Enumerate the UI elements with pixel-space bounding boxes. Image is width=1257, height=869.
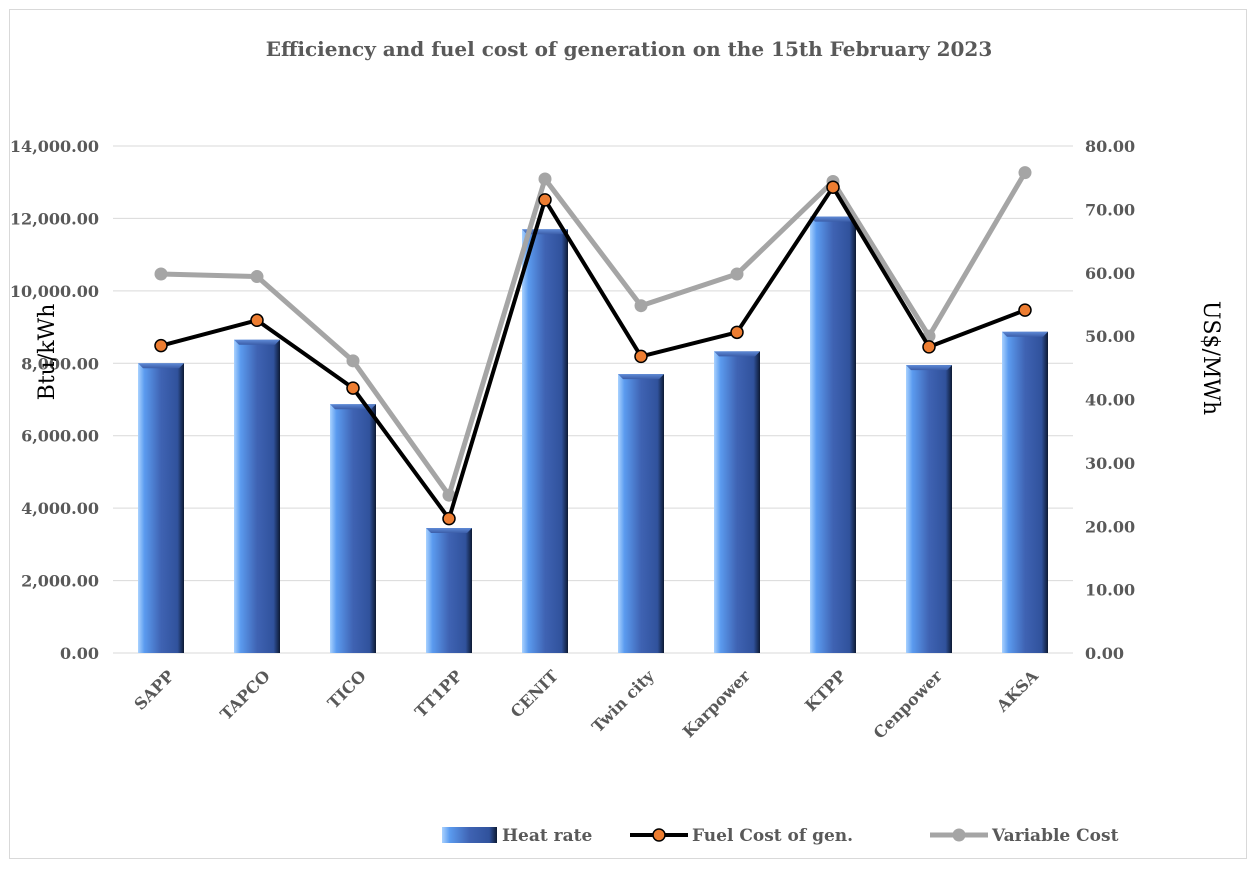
left-tick-label: 2,000.00 <box>21 572 99 591</box>
chart-title: Efficiency and fuel cost of generation o… <box>266 37 993 61</box>
category-label: Cenpower <box>870 666 947 743</box>
legend-heat-rate-swatch <box>442 827 497 843</box>
heat-rate-bar-body <box>138 363 184 653</box>
category-labels: SAPP TAPCO TICO TT1PP CENIT Twin city Karpower… <box>130 666 1042 743</box>
heat-rate-bar-bevel <box>906 365 952 371</box>
fuel-cost-point <box>154 338 168 353</box>
left-tick-label: 6,000.00 <box>21 427 99 446</box>
fuel-cost-point <box>250 313 264 328</box>
right-tick-label: 60.00 <box>1085 264 1135 283</box>
right-axis-ticks: 0.00 10.00 20.00 30.00 40.00 50.00 60.00 70.00 8… <box>1085 137 1135 663</box>
heat-rate-bar-body <box>330 404 376 653</box>
right-tick-label: 10.00 <box>1085 581 1135 600</box>
variable-cost-point <box>730 267 744 281</box>
heat-rate-bar-body <box>522 229 568 654</box>
category-label: KTPP <box>801 666 850 715</box>
heat-rate-bar-bevel <box>618 374 664 380</box>
heat-rate-bar <box>714 351 760 653</box>
heat-rate-bar-body <box>618 374 664 653</box>
left-tick-label: 12,000.00 <box>10 209 99 228</box>
right-axis-title: US$/MWh <box>1198 301 1223 415</box>
heat-rate-bar <box>426 528 472 653</box>
fuel-cost-point <box>442 511 456 526</box>
heat-rate-bar <box>522 229 568 654</box>
variable-cost-point <box>634 299 648 313</box>
variable-cost-point <box>346 354 360 368</box>
category-label: TT1PP <box>411 666 466 721</box>
fuel-cost-line <box>160 185 1026 521</box>
left-tick-label: 8,000.00 <box>21 354 99 373</box>
left-tick-label: 14,000.00 <box>10 137 99 156</box>
category-label: CENIT <box>507 666 562 721</box>
heat-rate-bar-body <box>234 339 280 653</box>
category-label: TAPCO <box>216 666 273 723</box>
heat-rate-bar <box>810 216 856 653</box>
heat-rate-bar-bevel <box>138 363 184 369</box>
right-tick-label: 20.00 <box>1085 517 1135 536</box>
legend-fuel-cost-marker <box>652 828 666 842</box>
category-label: Karpower <box>679 666 754 741</box>
left-tick-label: 0.00 <box>60 644 99 663</box>
chart-area: Efficiency and fuel cost of generation o… <box>9 9 1247 859</box>
left-axis-title: Btu/kWh <box>35 304 60 401</box>
heat-rate-bar-bevel <box>810 216 856 222</box>
heat-rate-bar-bevel <box>234 339 280 345</box>
chart-canvas: Efficiency and fuel cost of generation o… <box>10 37 1223 846</box>
heat-rate-bar <box>138 363 184 653</box>
heat-rate-bar <box>234 339 280 653</box>
heat-rate-bars <box>138 216 1048 654</box>
heat-rate-bar-body <box>906 365 952 653</box>
fuel-cost-point <box>826 180 840 194</box>
left-tick-label: 4,000.00 <box>21 499 99 518</box>
variable-cost-line <box>160 171 1028 498</box>
category-label: Twin city <box>588 666 658 736</box>
heat-rate-bar <box>1002 331 1048 653</box>
heat-rate-bar-bevel <box>1002 331 1048 337</box>
heat-rate-bar <box>330 404 376 653</box>
left-axis-ticks: 0.00 2,000.00 4,000.00 6,000.00 8,000.00 10,0… <box>10 137 99 663</box>
category-label: AKSA <box>992 666 1042 716</box>
heat-rate-bar-bevel <box>426 528 472 534</box>
fuel-cost-point <box>346 381 360 395</box>
fuel-cost-point <box>730 325 744 340</box>
left-tick-label: 10,000.00 <box>10 282 99 301</box>
variable-cost-point <box>1018 166 1032 180</box>
heat-rate-bar <box>618 374 664 653</box>
variable-cost-point <box>250 270 264 284</box>
heat-rate-bar-body <box>426 528 472 653</box>
legend-fuel-cost-label: Fuel Cost of gen. <box>692 826 853 846</box>
right-tick-label: 0.00 <box>1085 644 1124 663</box>
fuel-cost-point <box>1018 303 1032 317</box>
heat-rate-bar-body <box>810 216 856 653</box>
cost-lines <box>154 166 1032 526</box>
heat-rate-bar-body <box>1002 331 1048 653</box>
variable-cost-point <box>538 172 552 186</box>
legend-variable-cost-label: Variable Cost <box>991 826 1119 846</box>
variable-cost-point <box>154 267 168 281</box>
heat-rate-bar-body <box>714 351 760 653</box>
fuel-cost-point <box>634 349 648 364</box>
right-tick-label: 80.00 <box>1085 137 1135 156</box>
heat-rate-bar <box>906 365 952 653</box>
fuel-cost-point <box>538 193 552 207</box>
category-label: SAPP <box>130 666 177 713</box>
category-label: TICO <box>324 666 370 712</box>
legend-heat-rate-label: Heat rate <box>502 826 592 846</box>
legend: Heat rate Fuel Cost of gen. Variable Cost <box>442 826 1119 846</box>
right-tick-label: 30.00 <box>1085 454 1135 473</box>
variable-cost-point <box>442 488 456 502</box>
fuel-cost-point <box>922 340 936 354</box>
legend-variable-cost-marker <box>952 828 966 842</box>
heat-rate-bar-bevel <box>714 351 760 357</box>
right-tick-label: 40.00 <box>1085 391 1135 410</box>
right-tick-label: 50.00 <box>1085 327 1135 346</box>
right-tick-label: 70.00 <box>1085 200 1135 219</box>
